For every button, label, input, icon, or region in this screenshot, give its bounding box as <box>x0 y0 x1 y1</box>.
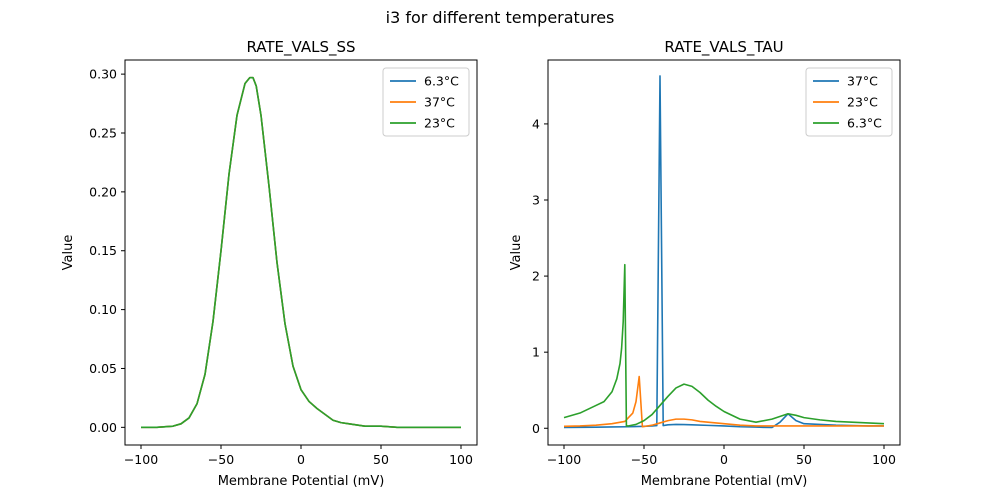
y-tick-label: 1 <box>532 345 540 360</box>
y-tick-label: 0 <box>532 421 540 436</box>
legend-label: 23°C <box>847 95 878 110</box>
y-tick-label: 0.10 <box>89 302 117 317</box>
legend-label: 23°C <box>424 116 455 131</box>
chart-title: RATE_VALS_TAU <box>664 38 783 57</box>
y-tick-label: 3 <box>532 193 540 208</box>
x-tick-label: 0 <box>297 452 305 467</box>
x-tick-label: 50 <box>796 452 812 467</box>
x-tick-label: −100 <box>547 452 581 467</box>
legend-frame <box>382 67 470 137</box>
series-line-1 <box>563 75 884 429</box>
y-axis-label: Value <box>61 235 76 271</box>
chart-title: RATE_VALS_SS <box>246 38 355 57</box>
y-tick-label: 0.15 <box>89 243 117 258</box>
y-tick-label: 0.30 <box>89 67 117 82</box>
x-tick-label: −100 <box>124 452 158 467</box>
series-line-3 <box>141 76 461 429</box>
x-tick-label: 100 <box>449 452 473 467</box>
panel-rate-vals-tau: RATE_VALS_TAU −100 −50 0 50 100 0 1 2 3 4 Membrane … <box>509 38 901 489</box>
series-line-3 <box>563 263 885 427</box>
x-axis-label: Membrane Potential (mV) <box>218 474 385 489</box>
legend-label: 6.3°C <box>847 116 882 131</box>
series-group <box>141 76 461 429</box>
x-axis-label: Membrane Potential (mV) <box>641 474 808 489</box>
y-tick-label: 2 <box>532 269 540 284</box>
y-tick-label: 0.00 <box>89 420 117 435</box>
figure-suptitle: i3 for different temperatures <box>386 8 615 27</box>
legend: 6.3°C 37°C 23°C <box>382 67 470 137</box>
y-tick-label: 0.20 <box>89 184 117 199</box>
x-tick-label: 100 <box>872 452 896 467</box>
y-axis-label: Value <box>509 235 524 271</box>
x-tick-label: −50 <box>208 452 234 467</box>
y-tick-label: 0.05 <box>89 361 117 376</box>
series-line-2 <box>563 375 884 428</box>
legend-frame <box>805 67 893 137</box>
panel-rate-vals-ss: RATE_VALS_SS −100 −50 0 50 100 0.00 0.05 0.10 0.1… <box>61 38 478 489</box>
x-tick-label: −50 <box>631 452 657 467</box>
x-tick-label: 0 <box>720 452 728 467</box>
legend-label: 37°C <box>847 74 878 89</box>
legend-label: 6.3°C <box>424 74 459 89</box>
x-tick-label: 50 <box>373 452 389 467</box>
legend: 37°C 23°C 6.3°C <box>805 67 893 137</box>
y-tick-label: 0.25 <box>89 125 117 140</box>
series-group <box>563 75 885 429</box>
legend-label: 37°C <box>424 95 455 110</box>
y-tick-label: 4 <box>532 116 540 131</box>
